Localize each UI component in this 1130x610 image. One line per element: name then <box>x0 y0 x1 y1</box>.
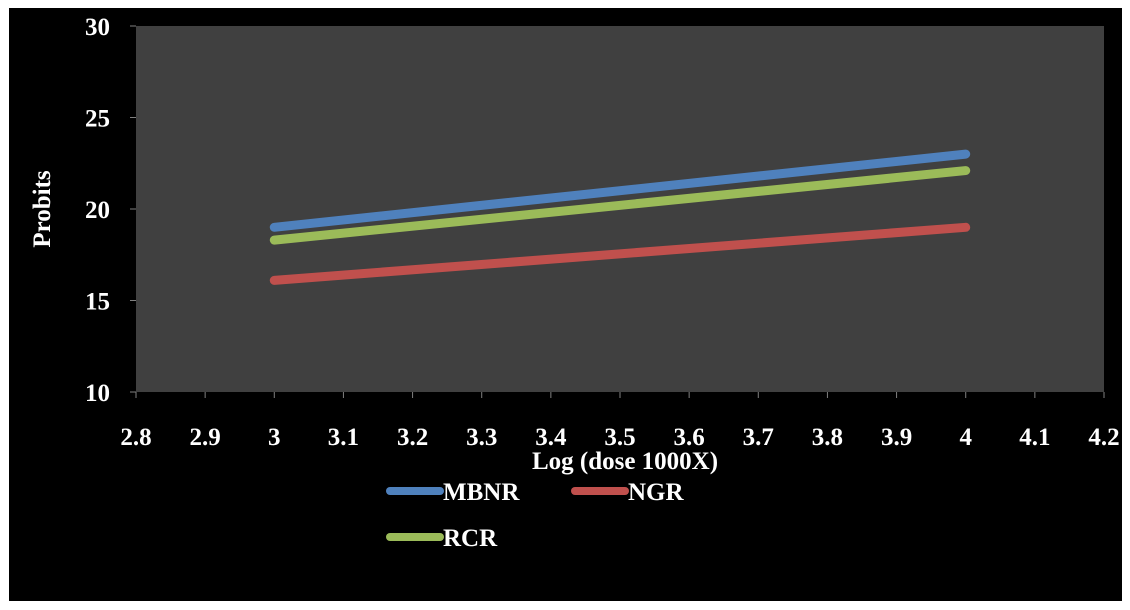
y-tick-label: 20 <box>85 197 110 224</box>
x-axis-title: Log (dose 1000X) <box>532 448 718 475</box>
x-tick-label: 4.1 <box>1019 424 1050 451</box>
x-tick-label: 3.4 <box>535 424 567 451</box>
legend-label-mbnr: MBNR <box>443 479 520 506</box>
y-tick-label: 15 <box>85 289 110 316</box>
x-tick-label: 3.1 <box>328 424 359 451</box>
x-tick-label: 4.2 <box>1088 424 1119 451</box>
legend-label-rcr: RCR <box>443 525 498 552</box>
x-tick-label: 3.5 <box>604 424 635 451</box>
y-tick-label: 25 <box>85 106 110 133</box>
series-lines <box>269 149 971 285</box>
y-axis-title: Probits <box>29 170 56 248</box>
series-line-ngr <box>269 222 971 285</box>
x-tick-label: 3.9 <box>881 424 912 451</box>
x-axis-ticks: 2.8 2.9 3 3.1 3.2 3.3 3.4 3.5 3.6 3.7 3.8 3.9 4 4.1 4.… <box>120 392 1120 451</box>
x-tick-label: 4 <box>959 424 972 451</box>
x-tick-label: 3.6 <box>674 424 705 451</box>
series-line-rcr <box>269 166 971 245</box>
series-line-mbnr <box>269 149 971 232</box>
x-tick-label: 3.8 <box>812 424 843 451</box>
x-tick-label: 2.9 <box>190 424 221 451</box>
x-tick-label: 2.8 <box>120 424 151 451</box>
x-tick-label: 3.2 <box>397 424 428 451</box>
y-axis-ticks: 10 15 20 25 30 <box>85 14 136 407</box>
x-tick-label: 3.7 <box>743 424 774 451</box>
legend: MBNR NGR RCR <box>386 479 685 552</box>
x-tick-label: 3.3 <box>466 424 497 451</box>
legend-label-ngr: NGR <box>628 479 685 506</box>
y-tick-label: 10 <box>85 380 110 407</box>
x-tick-label: 3 <box>268 424 281 451</box>
y-tick-label: 30 <box>85 14 110 41</box>
